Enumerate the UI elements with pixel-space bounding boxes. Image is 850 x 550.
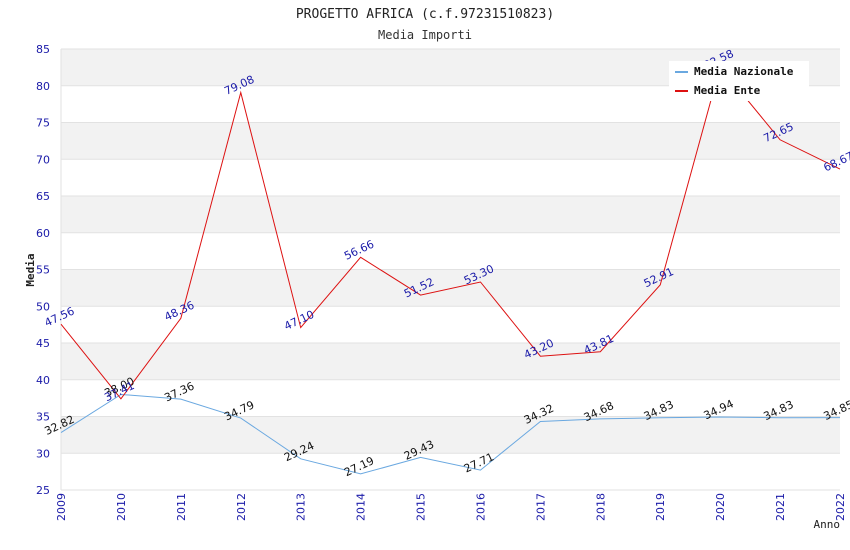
legend-box <box>669 61 809 101</box>
x-tick-label: 2015 <box>415 493 428 521</box>
legend-label-ente: Media Ente <box>694 84 761 97</box>
y-tick-label: 65 <box>36 190 50 203</box>
grid-band <box>61 159 840 196</box>
x-tick-label: 2011 <box>175 493 188 521</box>
grid-band <box>61 453 840 490</box>
x-tick-label: 2018 <box>594 493 607 521</box>
x-tick-label: 2021 <box>774 493 787 521</box>
x-tick-label: 2014 <box>355 493 368 521</box>
grid-band <box>61 416 840 454</box>
y-tick-label: 75 <box>36 117 50 130</box>
y-tick-label: 35 <box>36 411 50 424</box>
grid-band <box>61 306 840 343</box>
grid-band <box>61 196 840 233</box>
x-tick-label: 2013 <box>295 493 308 521</box>
y-tick-labels: 25 30 35 40 45 50 55 60 65 70 75 80 85 <box>36 43 50 497</box>
x-axis-label: Anno <box>814 518 841 531</box>
x-tick-labels: 2009 2010 2011 2012 2013 2014 2015 2016 2017 2018… <box>55 493 847 521</box>
x-tick-label: 2022 <box>834 493 847 521</box>
y-tick-label: 60 <box>36 227 50 240</box>
x-tick-label: 2016 <box>474 493 487 521</box>
y-tick-label: 40 <box>36 374 50 387</box>
grid-band <box>61 122 840 160</box>
x-tick-label: 2010 <box>115 493 128 521</box>
x-tick-label: 2012 <box>235 493 248 521</box>
grid-bands <box>60 48 840 491</box>
y-tick-label: 45 <box>36 337 50 350</box>
grid-band <box>61 379 840 417</box>
y-tick-label: 85 <box>36 43 50 56</box>
grid-band <box>61 343 840 380</box>
grid-band <box>61 232 840 270</box>
x-tick-label: 2017 <box>534 493 547 521</box>
x-tick-label: 2020 <box>714 493 727 521</box>
y-tick-label: 80 <box>36 80 50 93</box>
legend-label-nazionale: Media Nazionale <box>694 65 794 78</box>
y-tick-label: 30 <box>36 447 50 460</box>
x-tick-label: 2009 <box>55 493 68 521</box>
legend: Media Nazionale Media Ente <box>669 61 809 101</box>
chart-subtitle: Media Importi <box>378 28 472 42</box>
y-tick-label: 25 <box>36 484 50 497</box>
chart-title: PROGETTO AFRICA (c.f.97231510823) <box>296 7 554 22</box>
y-tick-label: 70 <box>36 153 50 166</box>
series-line-nazionale <box>60 393 841 475</box>
y-axis-label: Media <box>24 253 37 286</box>
series-lines <box>60 65 841 475</box>
y-tick-label: 50 <box>36 300 50 313</box>
y-tick-label: 55 <box>36 264 50 277</box>
x-tick-label: 2019 <box>654 493 667 521</box>
grid-band <box>61 269 840 307</box>
series-line-ente <box>60 65 841 400</box>
